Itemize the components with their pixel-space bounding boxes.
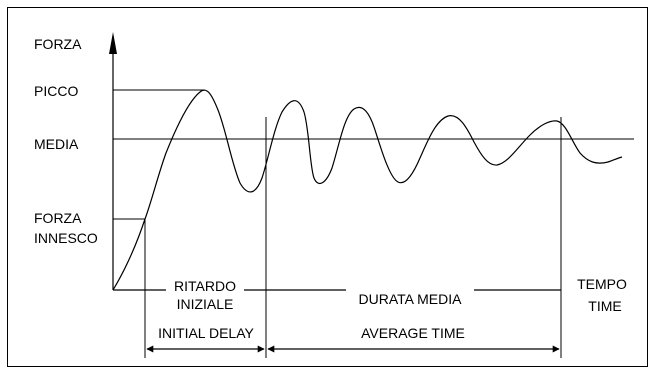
average-duration-label-mask (346, 280, 474, 300)
trigger-force-label-line2: INNESCO (34, 230, 98, 246)
delay-label-mask (166, 280, 244, 300)
mean-label: MEDIA (34, 136, 79, 152)
diagram-frame (7, 7, 648, 367)
average-time-en-label: AVERAGE TIME (361, 325, 465, 341)
trigger-force-label-line1: FORZA (34, 210, 82, 226)
y-axis-label: FORZA (34, 36, 82, 52)
initial-delay-en-label: INITIAL DELAY (158, 325, 254, 341)
time-en-label: TIME (588, 298, 621, 314)
peak-label: PICCO (34, 83, 78, 99)
force-curve (112, 89, 623, 291)
initial-delay-it-label-line1: RITARDO (174, 278, 236, 294)
average-duration-it-label: DURATA MEDIA (359, 291, 463, 307)
initial-delay-it-label-line2: INIZIALE (177, 296, 234, 312)
time-it-label: TEMPO (577, 276, 627, 292)
force-axis-arrowhead (109, 32, 117, 54)
